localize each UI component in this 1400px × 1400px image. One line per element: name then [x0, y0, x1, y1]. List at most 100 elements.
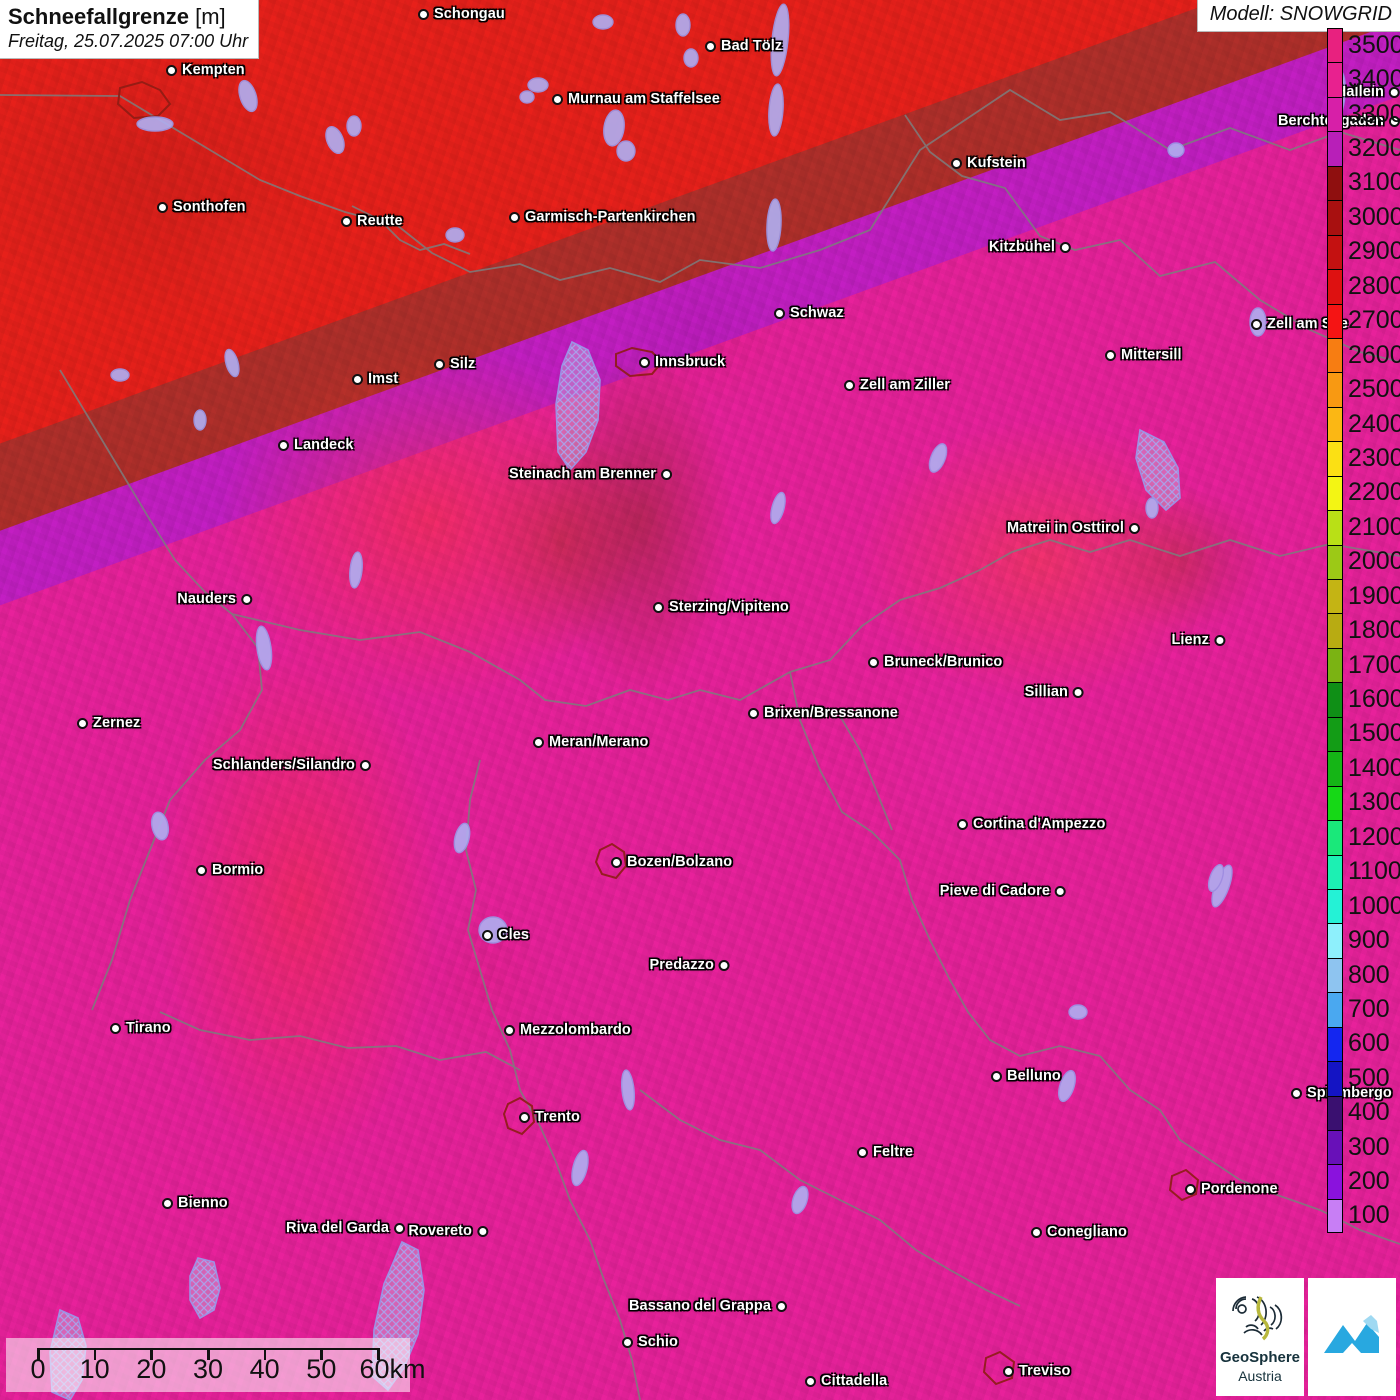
- city-marker[interactable]: Cles: [482, 927, 529, 943]
- colorbar-tick-label: 2200: [1348, 478, 1400, 507]
- colorbar-band-1700: 1700: [1327, 647, 1400, 683]
- city-marker[interactable]: Bienno: [162, 1195, 228, 1211]
- colorbar-tick-label: 2700: [1348, 306, 1400, 335]
- city-dot-icon: [278, 439, 289, 451]
- city-marker[interactable]: Cittadella: [805, 1373, 887, 1389]
- city-marker[interactable]: Schongau: [418, 6, 505, 22]
- city-marker[interactable]: Lienz: [1171, 632, 1225, 648]
- scalebar-label: 40: [249, 1354, 280, 1384]
- colorbar-tick-label: 1100: [1348, 857, 1400, 886]
- logo-group: GeoSphere Austria: [1216, 1278, 1396, 1396]
- city-marker[interactable]: Bad Tölz: [705, 38, 782, 54]
- city-marker[interactable]: Schwaz: [774, 305, 844, 321]
- city-dot-icon: [1003, 1365, 1014, 1377]
- city-marker[interactable]: Landeck: [278, 437, 354, 453]
- city-marker[interactable]: Tirano: [110, 1020, 171, 1036]
- city-marker[interactable]: Kempten: [166, 62, 245, 78]
- city-marker[interactable]: Sterzing/Vipiteno: [653, 599, 789, 615]
- colorbar-band-600: 600: [1327, 1026, 1390, 1062]
- colorbar-band-3200: 3200: [1327, 131, 1400, 166]
- map-title-card: Schneefallgrenze [m] Freitag, 25.07.2025…: [0, 0, 260, 59]
- colorbar-band-2000: 2000: [1327, 544, 1400, 579]
- city-marker[interactable]: Bormio: [196, 862, 263, 878]
- city-marker[interactable]: Meran/Merano: [533, 734, 649, 750]
- city-marker[interactable]: Sillian: [1025, 684, 1084, 700]
- city-marker[interactable]: Kitzbühel: [989, 239, 1071, 255]
- colorbar-tick-label: 800: [1348, 960, 1390, 989]
- city-marker[interactable]: Steinach am Brenner: [509, 466, 672, 482]
- city-dot-icon: [774, 307, 785, 319]
- city-marker[interactable]: Pordenone: [1185, 1181, 1278, 1197]
- city-dot-icon: [434, 358, 445, 370]
- city-marker[interactable]: Innsbruck: [639, 354, 725, 370]
- city-marker[interactable]: Mittersill: [1105, 347, 1182, 363]
- city-dot-icon: [241, 593, 252, 605]
- forecast-timestamp: Freitag, 25.07.2025 07:00 Uhr: [8, 31, 249, 51]
- city-marker[interactable]: Silz: [434, 356, 475, 372]
- scalebar-tick: [377, 1348, 380, 1360]
- city-marker[interactable]: Kufstein: [951, 155, 1026, 171]
- scalebar-label: 30: [192, 1354, 224, 1384]
- city-marker[interactable]: Hallein: [1336, 84, 1400, 100]
- colorbar-band-200: 200: [1327, 1164, 1390, 1199]
- city-marker[interactable]: Bassano del Grappa: [629, 1298, 787, 1314]
- colorbar-tick-label: 2100: [1348, 512, 1400, 541]
- city-marker[interactable]: Schlanders/Silandro: [213, 757, 371, 773]
- city-marker[interactable]: Zell am Ziller: [844, 377, 950, 393]
- city-marker[interactable]: Rovereto: [408, 1223, 488, 1239]
- city-dot-icon: [477, 1225, 488, 1237]
- city-marker[interactable]: Coneglianо: [1031, 1224, 1127, 1240]
- city-marker[interactable]: Trento: [519, 1109, 580, 1125]
- city-marker[interactable]: Pieve di Cadore: [940, 883, 1066, 899]
- city-label: Landeck: [294, 437, 354, 453]
- colorbar-tick-label: 3100: [1348, 168, 1400, 197]
- geosphere-austria-logo[interactable]: GeoSphere Austria: [1216, 1278, 1304, 1396]
- colorbar-tick-label: 3300: [1348, 99, 1400, 128]
- city-marker[interactable]: Murnau am Staffelsee: [552, 91, 720, 107]
- colorbar-tick-label: 2600: [1348, 340, 1400, 369]
- city-marker[interactable]: Brixen/Bressanone: [748, 705, 898, 721]
- colorbar-band-1600: 1600: [1327, 682, 1400, 717]
- colorbar-tick-label: 300: [1348, 1132, 1390, 1161]
- city-marker[interactable]: Garmisch-Partenkirchen: [509, 209, 696, 225]
- city-marker[interactable]: Bruneck/Brunico: [868, 654, 1002, 670]
- city-label: Sonthofen: [173, 199, 246, 215]
- colorbar-tick-label: 3000: [1348, 202, 1400, 231]
- legend-colorbar[interactable]: 3500 3400 3300 3200 3100 3000 2900 2800 2700 2600…: [1327, 28, 1400, 1234]
- city-marker[interactable]: Sonthofen: [157, 199, 246, 215]
- city-marker[interactable]: Zernez: [77, 715, 140, 731]
- city-marker[interactable]: Reutte: [341, 213, 403, 229]
- city-marker[interactable]: Mezzolombardo: [504, 1022, 631, 1038]
- city-label: Coneglianо: [1047, 1224, 1127, 1240]
- city-dot-icon: [110, 1022, 121, 1034]
- scalebar-label: 60km: [359, 1354, 426, 1384]
- city-label: Steinach am Brenner: [509, 466, 656, 482]
- city-marker[interactable]: Predazzo: [650, 957, 730, 973]
- city-dot-icon: [1185, 1183, 1196, 1195]
- city-marker[interactable]: Belluno: [991, 1068, 1061, 1084]
- city-label: Bassano del Grappa: [628, 1298, 771, 1314]
- geosphere-label-line1: GeoSphere: [1219, 1348, 1301, 1366]
- city-dot-icon: [1105, 349, 1116, 361]
- secondary-logo[interactable]: [1308, 1278, 1396, 1396]
- colorbar-tick-label: 600: [1348, 1029, 1390, 1058]
- city-label: Sterzing/Vipiteno: [669, 599, 789, 615]
- city-marker[interactable]: Imst: [352, 371, 398, 387]
- city-label: Schlanders/Silandro: [212, 757, 355, 773]
- city-label: Cortina d'Ampezzo: [973, 816, 1106, 832]
- city-marker[interactable]: Nauders: [177, 591, 252, 607]
- page-title: Schneefallgrenze [m]: [8, 4, 248, 30]
- colorbar-band-1400: 1400: [1327, 751, 1400, 786]
- city-marker[interactable]: Schio: [622, 1334, 678, 1350]
- city-marker[interactable]: Feltre: [857, 1144, 913, 1160]
- city-marker[interactable]: Cortina d'Ampezzo: [957, 816, 1105, 832]
- city-marker[interactable]: Riva del Garda: [286, 1220, 405, 1236]
- scalebar-tick: [37, 1348, 40, 1360]
- city-dot-icon: [957, 818, 968, 830]
- country-borders: [0, 88, 1400, 1400]
- city-marker[interactable]: Treviso: [1003, 1363, 1070, 1379]
- city-marker[interactable]: Matrei in Osttirol: [1007, 520, 1140, 536]
- city-marker[interactable]: Bozen/Bolzano: [611, 854, 732, 870]
